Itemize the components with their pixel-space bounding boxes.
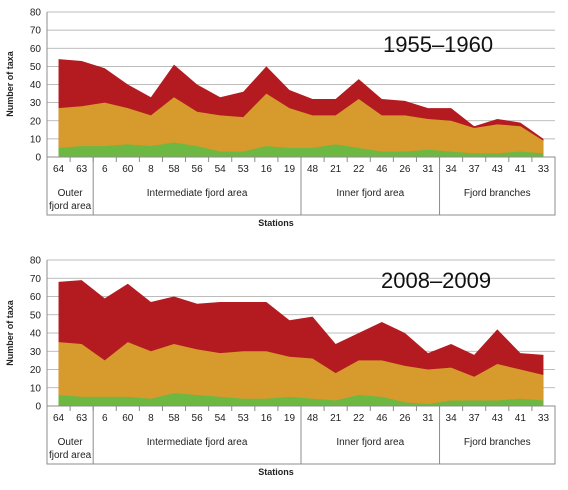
- chart-title: 1955–1960: [383, 32, 493, 57]
- x-tick-label: 19: [284, 164, 296, 175]
- y-tick-label: 40: [30, 80, 42, 91]
- group-label: Fjord branches: [464, 437, 531, 448]
- group-label: Intermediate fjord area: [147, 437, 248, 448]
- x-tick-label: 41: [515, 164, 527, 175]
- y-tick-label: 20: [30, 116, 42, 127]
- x-tick-label: 60: [122, 413, 134, 424]
- group-label: Inner fjord area: [336, 437, 404, 448]
- y-tick-label: 70: [30, 274, 42, 285]
- y-tick-label: 60: [30, 44, 42, 55]
- y-tick-label: 50: [30, 310, 42, 321]
- x-tick-label: 56: [192, 413, 204, 424]
- group-label: Fjord branches: [464, 188, 531, 199]
- x-tick-label: 43: [492, 413, 504, 424]
- x-tick-label: 60: [122, 164, 134, 175]
- y-tick-label: 10: [30, 134, 42, 145]
- y-axis-title: Number of taxa: [5, 50, 15, 117]
- x-tick-label: 37: [469, 164, 481, 175]
- x-tick-label: 37: [469, 413, 481, 424]
- orange-area-series: [58, 93, 544, 157]
- x-tick-label: 33: [538, 164, 550, 175]
- x-tick-label: 8: [148, 413, 154, 424]
- y-tick-label: 30: [30, 347, 42, 358]
- x-tick-label: 58: [168, 413, 180, 424]
- x-tick-label: 31: [422, 413, 434, 424]
- x-tick-label: 16: [261, 413, 273, 424]
- x-tick-label: 34: [446, 164, 458, 175]
- x-tick-label: 26: [399, 413, 411, 424]
- orange-area-series: [58, 342, 544, 406]
- group-label: Intermediate fjord area: [147, 188, 248, 199]
- y-tick-label: 60: [30, 292, 42, 303]
- group-label: fjord area: [49, 450, 92, 461]
- y-tick-label: 80: [30, 8, 42, 19]
- x-tick-label: 43: [492, 164, 504, 175]
- chart-title: 2008–2009: [381, 268, 491, 293]
- x-tick-label: 63: [76, 413, 88, 424]
- x-tick-label: 63: [76, 164, 88, 175]
- x-tick-label: 21: [330, 413, 342, 424]
- x-tick-label: 22: [353, 164, 365, 175]
- x-tick-label: 31: [422, 164, 434, 175]
- y-tick-label: 10: [30, 383, 42, 394]
- x-tick-label: 33: [538, 413, 550, 424]
- x-tick-label: 16: [261, 164, 273, 175]
- x-tick-label: 34: [446, 413, 458, 424]
- x-tick-label: 64: [53, 164, 65, 175]
- y-tick-label: 40: [30, 329, 42, 340]
- x-tick-label: 56: [192, 164, 204, 175]
- group-label: Outer: [58, 437, 84, 448]
- y-tick-label: 0: [35, 402, 41, 413]
- x-tick-label: 6: [102, 164, 108, 175]
- x-tick-label: 19: [284, 413, 296, 424]
- group-label: fjord area: [49, 201, 92, 212]
- green-area-series: [58, 142, 544, 157]
- x-tick-label: 58: [168, 164, 180, 175]
- y-tick-label: 50: [30, 62, 42, 73]
- x-tick-label: 41: [515, 413, 527, 424]
- y-tick-label: 30: [30, 98, 42, 109]
- x-tick-label: 54: [215, 413, 227, 424]
- x-tick-label: 48: [307, 413, 319, 424]
- group-label: Inner fjord area: [336, 188, 404, 199]
- y-tick-label: 80: [30, 256, 42, 267]
- x-tick-label: 64: [53, 413, 65, 424]
- x-tick-label: 53: [238, 164, 250, 175]
- x-tick-label: 6: [102, 413, 108, 424]
- x-axis-title: Stations: [258, 467, 294, 477]
- x-tick-label: 53: [238, 413, 250, 424]
- x-tick-label: 21: [330, 164, 342, 175]
- chart-2: 0 10 20 30 40 50 60 70 80 64 63 6 60 8 58 56 54 53 16 19 48 2…: [5, 256, 556, 477]
- x-tick-label: 48: [307, 164, 319, 175]
- chart-1: 0 10 20 30 40 50 60 70 80 64 63 6 60 8 58 56 54 53 16 19 48 2…: [5, 8, 556, 228]
- x-tick-label: 8: [148, 164, 154, 175]
- x-axis-title: Stations: [258, 218, 294, 228]
- x-tick-label: 26: [399, 164, 411, 175]
- y-tick-label: 70: [30, 26, 42, 37]
- x-tick-label: 46: [376, 413, 388, 424]
- x-tick-label: 22: [353, 413, 365, 424]
- y-tick-label: 0: [35, 153, 41, 164]
- green-area-series: [58, 393, 544, 406]
- x-tick-label: 54: [215, 164, 227, 175]
- y-tick-label: 20: [30, 365, 42, 376]
- group-label: Outer: [58, 188, 84, 199]
- x-tick-label: 46: [376, 164, 388, 175]
- y-axis-title: Number of taxa: [5, 299, 15, 366]
